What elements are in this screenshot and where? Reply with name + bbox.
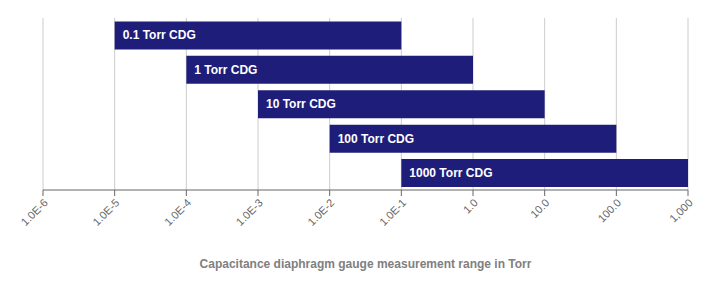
svg-text:1 Torr CDG: 1 Torr CDG [194,63,257,77]
svg-text:10.0: 10.0 [528,196,552,220]
svg-text:1.0E-3: 1.0E-3 [234,196,265,227]
svg-text:100.0: 100.0 [595,196,623,224]
svg-text:1.0E-2: 1.0E-2 [305,196,336,227]
svg-text:1000 Torr CDG: 1000 Torr CDG [409,166,492,180]
svg-text:1.0E-5: 1.0E-5 [90,196,121,227]
svg-text:1.0E-1: 1.0E-1 [377,196,408,227]
svg-text:10 Torr CDG: 10 Torr CDG [266,97,336,111]
svg-text:1.0E-4: 1.0E-4 [162,196,193,227]
svg-text:0.1 Torr CDG: 0.1 Torr CDG [123,28,196,42]
svg-text:100 Torr CDG: 100 Torr CDG [338,132,414,146]
svg-text:1.0: 1.0 [461,196,480,215]
svg-text:1.0E-6: 1.0E-6 [19,196,50,227]
svg-text:Capacitance diaphragm gauge me: Capacitance diaphragm gauge measurement … [200,257,532,271]
svg-text:1,000: 1,000 [667,196,695,224]
